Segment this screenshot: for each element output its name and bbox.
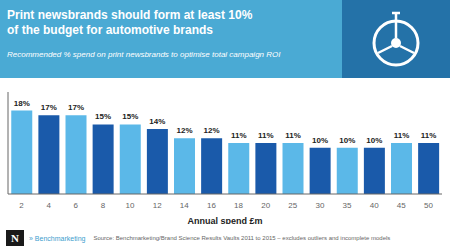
svg-text:14: 14: [180, 201, 189, 210]
svg-text:10%: 10%: [339, 136, 355, 145]
svg-text:2: 2: [19, 201, 24, 210]
svg-text:11%: 11%: [421, 131, 437, 140]
svg-text:14%: 14%: [149, 117, 165, 126]
svg-text:6: 6: [74, 201, 79, 210]
html-text:» Benchmarketing: » Benchmarketing: [29, 234, 86, 242]
svg-text:20: 20: [261, 201, 270, 210]
svg-text:10: 10: [126, 201, 135, 210]
svg-text:30: 30: [315, 201, 324, 210]
svg-text:35: 35: [343, 201, 352, 210]
html-text:N: N: [11, 232, 19, 244]
svg-text:10%: 10%: [312, 136, 328, 145]
svg-text:25: 25: [288, 201, 297, 210]
svg-text:12: 12: [153, 201, 162, 210]
svg-text:40: 40: [370, 201, 379, 210]
html-text:Recommended % spend on print n: Recommended % spend on print newsbrands …: [7, 50, 281, 59]
svg-text:11%: 11%: [231, 131, 247, 140]
svg-text:11%: 11%: [394, 131, 410, 140]
html-text:Print newsbrands should form a: Print newsbrands should form at least 10…: [7, 8, 253, 22]
svg-text:17%: 17%: [41, 103, 57, 112]
html-text:Source: Benchmarketing/Brand S: Source: Benchmarketing/Brand Science Res…: [93, 235, 391, 241]
svg-text:18%: 18%: [14, 99, 30, 108]
svg-text:4: 4: [46, 201, 51, 210]
svg-text:17%: 17%: [68, 103, 84, 112]
svg-text:11%: 11%: [258, 131, 274, 140]
svg-text:15%: 15%: [122, 112, 138, 121]
svg-text:11%: 11%: [285, 131, 301, 140]
html-text:of the budget for automotive b: of the budget for automotive brands: [7, 23, 213, 37]
svg-text:15%: 15%: [95, 112, 111, 121]
svg-text:50: 50: [424, 201, 433, 210]
svg-text:16: 16: [207, 201, 216, 210]
svg-text:18: 18: [234, 201, 243, 210]
svg-text:10%: 10%: [366, 136, 382, 145]
svg-text:8: 8: [101, 201, 106, 210]
svg-text:12%: 12%: [176, 126, 192, 135]
svg-text:12%: 12%: [204, 126, 220, 135]
svg-text:Annual spend £m: Annual spend £m: [187, 216, 262, 224]
svg-text:45: 45: [397, 201, 406, 210]
